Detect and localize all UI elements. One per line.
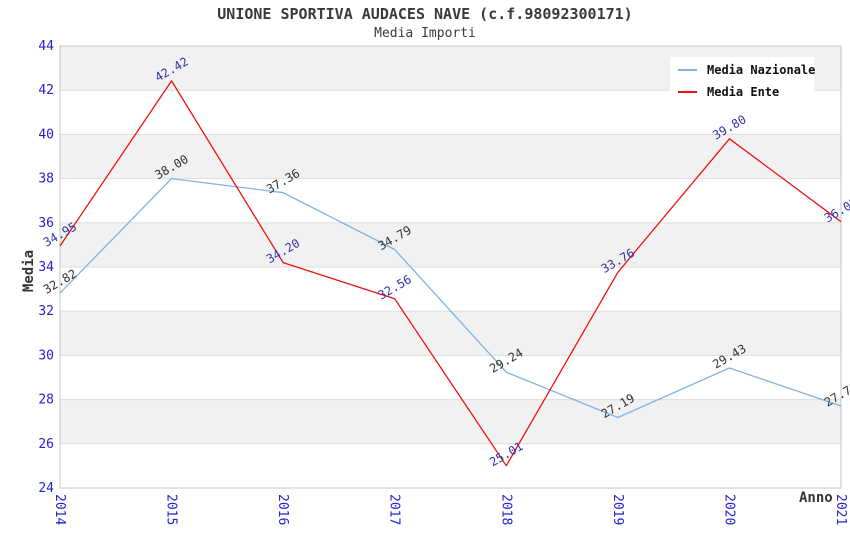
legend-entry-media-ente: Media Ente xyxy=(670,82,814,101)
legend-swatch-media-nazionale xyxy=(678,68,697,71)
y-tick-label: 34 xyxy=(38,260,54,275)
x-tick-label: 2021 xyxy=(833,494,848,525)
legend-swatch-media-ente xyxy=(678,90,697,93)
plot-band xyxy=(60,311,841,356)
plot-border xyxy=(59,45,842,489)
x-tick-label: 2017 xyxy=(387,494,402,525)
data-label-media-nazionale: 27.71 xyxy=(822,379,850,409)
chart-subtitle: Media Importi xyxy=(374,26,476,41)
y-tick-label: 30 xyxy=(38,348,54,363)
plot-band xyxy=(60,222,841,267)
y-tick-label: 40 xyxy=(38,127,54,142)
legend-entry-media-nazionale: Media Nazionale xyxy=(670,60,816,79)
y-tick-label: 42 xyxy=(38,83,54,98)
y-tick-label: 44 xyxy=(38,39,54,54)
x-tick-label: 2015 xyxy=(164,494,179,525)
x-tick-label: 2019 xyxy=(610,494,625,525)
y-tick-label: 24 xyxy=(38,481,54,496)
y-tick-label: 32 xyxy=(38,304,54,319)
y-tick-label: 36 xyxy=(38,216,54,231)
y-tick-label: 26 xyxy=(38,437,54,452)
data-label-media-ente: 36.05 xyxy=(822,195,850,225)
plot-band xyxy=(60,399,841,444)
plot-band xyxy=(60,134,841,179)
x-tick-label: 2020 xyxy=(721,494,736,525)
x-tick-label: 2014 xyxy=(52,494,67,525)
legend: Media Nazionale Media Ente xyxy=(670,57,816,103)
y-tick-label: 38 xyxy=(38,172,54,187)
x-tick-label: 2018 xyxy=(498,494,513,525)
x-axis-title: Anno xyxy=(799,490,833,506)
x-tick-label: 2016 xyxy=(275,494,290,525)
legend-label-media-ente: Media Ente xyxy=(707,84,780,99)
series-line-media-nazionale xyxy=(59,177,842,419)
chart-title: UNIONE SPORTIVA AUDACES NAVE (c.f.980923… xyxy=(217,5,633,23)
y-tick-label: 28 xyxy=(38,393,54,408)
series-line-media-ente xyxy=(59,80,842,467)
data-label-media-ente: 32.56 xyxy=(376,272,414,302)
y-axis-title: Media xyxy=(21,250,37,292)
legend-label-media-nazionale: Media Nazionale xyxy=(707,62,816,77)
